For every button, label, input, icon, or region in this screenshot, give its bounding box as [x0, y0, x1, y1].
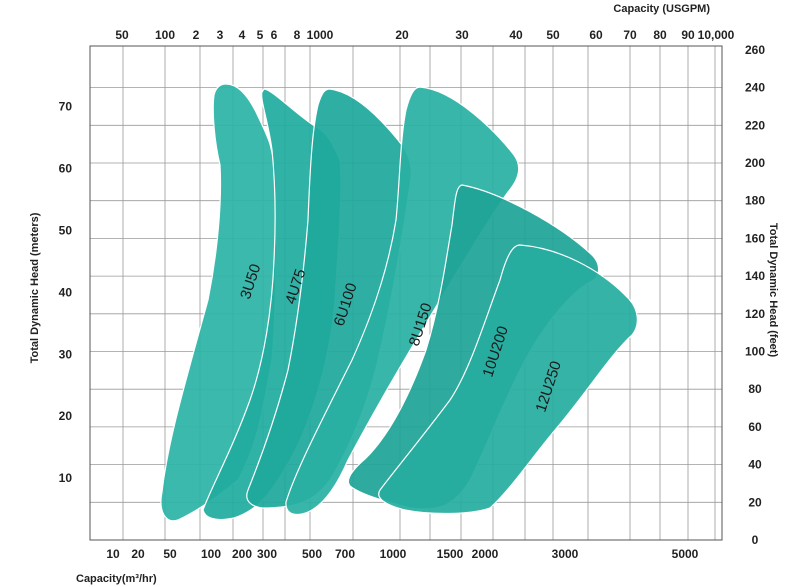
x-bottom-tick-label: 500	[302, 547, 322, 561]
y-right-tick-label: 120	[745, 307, 765, 321]
x-top-tick-label: 3	[217, 28, 224, 42]
y-right-axis-title: Total Dynamic Head (feet)	[767, 223, 779, 358]
x-top-tick-label: 80	[653, 28, 667, 42]
x-bottom-tick-label: 1500	[437, 547, 464, 561]
y-right-tick-label: 240	[745, 81, 765, 95]
x-top-tick-label: 60	[589, 28, 603, 42]
y-right-tick-label: 60	[748, 420, 762, 434]
y-left-axis-title: Total Dynamic Head (meters)	[29, 212, 41, 363]
x-bottom-tick-label: 3000	[552, 547, 579, 561]
y-right-tick-label: 140	[745, 269, 765, 283]
y-left-tick-label: 70	[59, 100, 73, 114]
y-right-tick-label: 40	[748, 458, 762, 472]
x-top-tick-label: 2	[193, 28, 200, 42]
x-bottom-tick-label: 10	[106, 547, 120, 561]
curve-region-12u250	[378, 244, 638, 515]
x-top-tick-label: 50	[546, 28, 560, 42]
y-right-tick-label: 220	[745, 118, 765, 132]
x-top-tick-label: 100	[155, 28, 175, 42]
y-right-tick-label: 160	[745, 231, 765, 245]
x-bottom-tick-label: 5000	[672, 547, 699, 561]
tick-labels: 10 20 50 100 200 300 500 700 1000 1500 2000 3000 500…	[59, 28, 766, 561]
x-top-tick-label: 4	[239, 28, 246, 42]
x-bottom-tick-label: 2000	[472, 547, 499, 561]
y-right-tick-label: 20	[748, 495, 762, 509]
x-top-tick-label: 5	[257, 28, 264, 42]
y-right-tick-label: 0	[752, 533, 759, 547]
x-top-tick-label: 50	[115, 28, 129, 42]
x-top-tick-label: 20	[395, 28, 409, 42]
y-left-tick-label: 20	[59, 409, 73, 423]
x-bottom-tick-label: 20	[131, 547, 145, 561]
y-right-tick-label: 80	[748, 382, 762, 396]
x-top-tick-label: 30	[455, 28, 469, 42]
x-top-tick-label: 6	[271, 28, 278, 42]
x-top-tick-label: 40	[509, 28, 523, 42]
x-top-axis-title: Capacity (USGPM)	[613, 3, 710, 15]
x-top-tick-label: 10,000	[698, 28, 735, 42]
x-bottom-axis-title: Capacity(m³/hr)	[76, 573, 157, 585]
x-top-tick-label: 70	[623, 28, 637, 42]
plot-frame	[89, 45, 723, 541]
y-right-tick-label: 180	[745, 194, 765, 208]
x-bottom-tick-label: 200	[232, 547, 252, 561]
x-bottom-tick-label: 100	[201, 547, 221, 561]
x-bottom-tick-label: 1000	[380, 547, 407, 561]
x-top-tick-label: 90	[681, 28, 695, 42]
x-top-tick-label: 8	[294, 28, 301, 42]
x-bottom-tick-label: 700	[335, 547, 355, 561]
x-bottom-tick-label: 300	[257, 547, 277, 561]
y-right-tick-label: 200	[745, 156, 765, 170]
y-left-tick-label: 40	[59, 285, 73, 299]
y-left-tick-label: 60	[59, 162, 73, 176]
pump-curves	[160, 83, 638, 522]
y-right-tick-label: 260	[745, 43, 765, 57]
y-left-tick-label: 50	[59, 224, 73, 238]
x-bottom-tick-label: 50	[163, 547, 177, 561]
y-left-tick-label: 10	[59, 471, 73, 485]
x-top-tick-label: 1000	[307, 28, 334, 42]
y-left-tick-label: 30	[59, 347, 73, 361]
y-right-tick-label: 100	[745, 345, 765, 359]
